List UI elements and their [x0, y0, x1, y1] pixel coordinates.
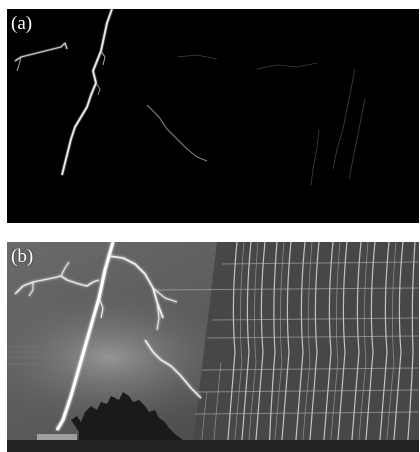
panel-b-label: (b)	[11, 246, 34, 267]
left-structure	[7, 345, 39, 365]
panel-b-image	[7, 242, 419, 452]
panel-a-label: (a)	[11, 13, 33, 34]
panel-a-image	[7, 9, 419, 223]
panel-a: (a)	[7, 9, 419, 223]
ground-strip	[7, 440, 419, 452]
light-streaks	[156, 242, 419, 452]
lightning-bolt-main	[61, 9, 113, 176]
tree-silhouette	[71, 392, 191, 452]
lightning-branch-left	[14, 42, 68, 62]
lightning-bolt-main	[55, 242, 115, 431]
faint-streaks	[176, 54, 366, 186]
lightning-branches	[98, 255, 202, 399]
lightning-branch-mid	[146, 104, 208, 162]
lightning-branch-left	[14, 261, 100, 297]
panel-b: (b)	[7, 242, 419, 452]
